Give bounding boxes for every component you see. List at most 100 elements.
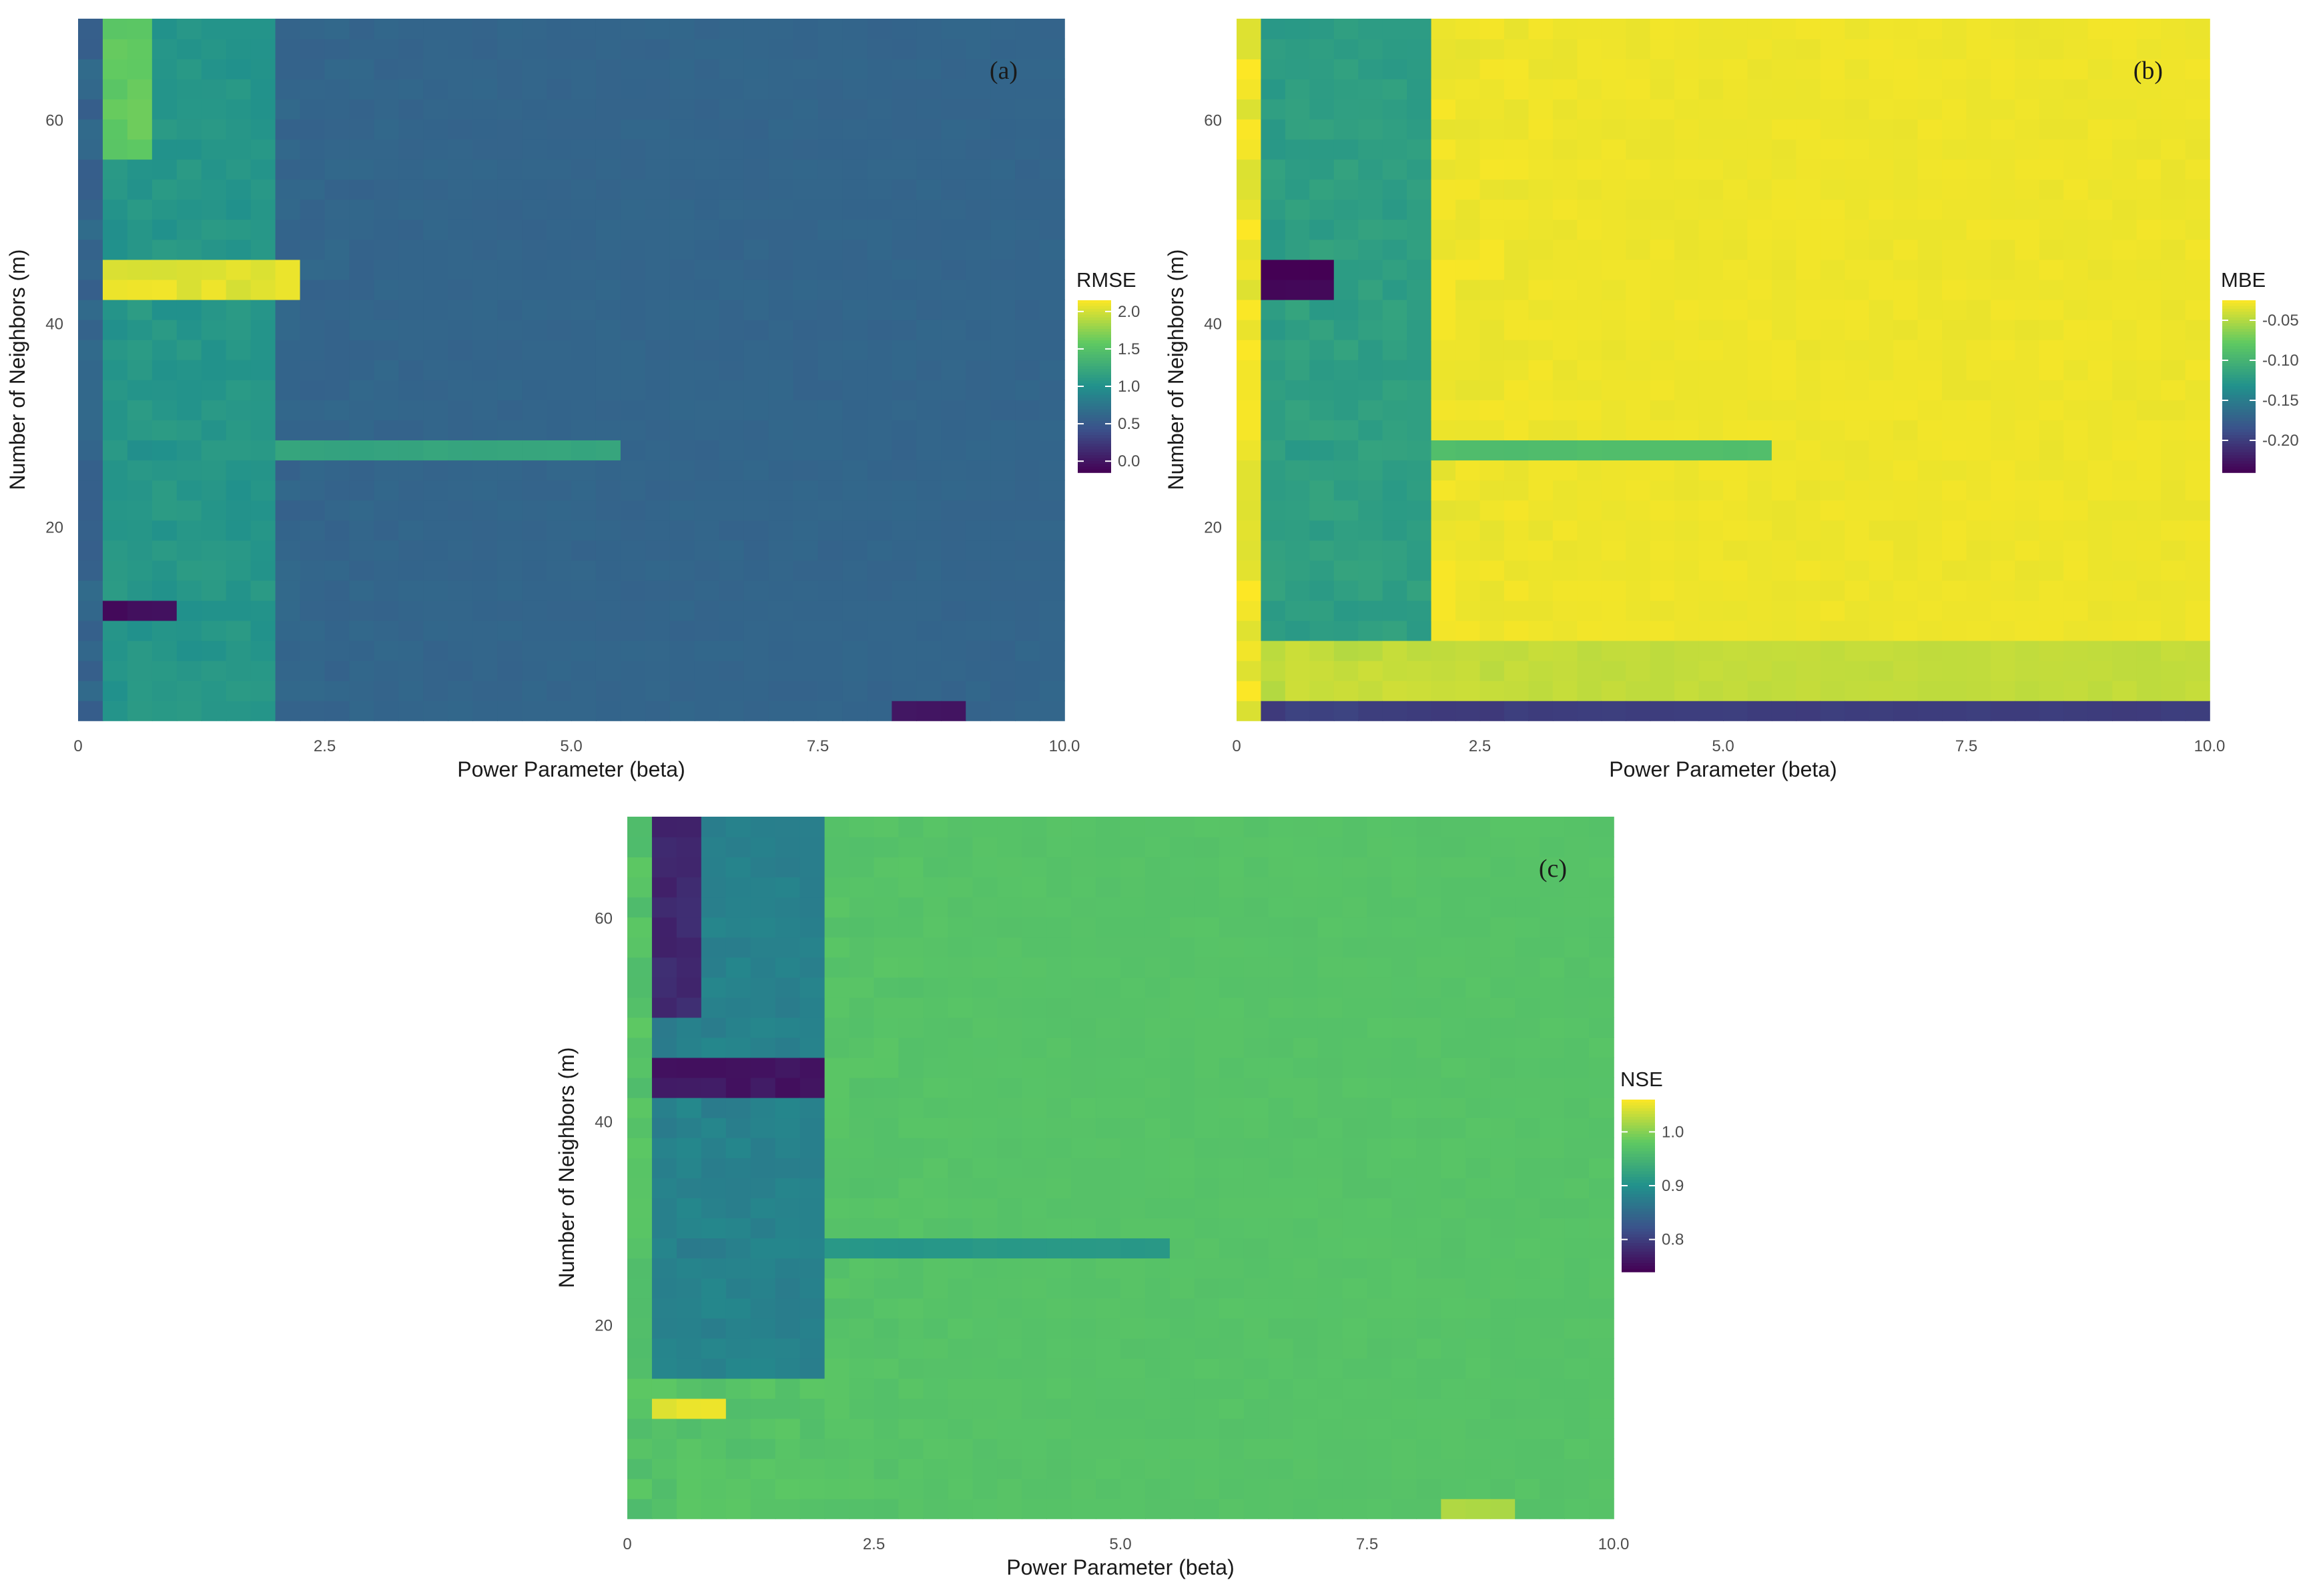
heatmap-cell [127,179,153,200]
heatmap-cell [1382,420,1407,440]
heatmap-cell [750,1358,776,1379]
heatmap-cell [1391,1418,1417,1439]
heatmap-cell [1333,580,1359,601]
heatmap-cell [701,817,727,837]
heatmap-cell [275,620,301,641]
heatmap-cell [719,199,745,220]
heatmap-cell [972,1258,998,1279]
colorbar-segment [2222,469,2256,473]
heatmap-cell [948,1077,974,1098]
heatmap-cell [1564,837,1590,857]
heatmap-cell [2161,339,2186,360]
colorbar-segment [1622,1231,1655,1235]
heatmap-cell [571,520,597,541]
heatmap-cell [1515,1378,1540,1399]
heatmap-cell [324,159,350,180]
heatmap-cell [1698,239,1724,260]
colorbar-segment [1078,392,1111,396]
heatmap-cell [448,239,473,260]
heatmap-cell [2185,139,2210,160]
heatmap-cell [1528,39,1554,59]
heatmap-cell [127,380,153,400]
heatmap-cell [472,560,498,581]
heatmap-cell [676,977,702,998]
heatmap-cell [2136,159,2162,180]
heatmap-cell [2161,59,2186,79]
heatmap-cell [694,700,720,721]
heatmap-cell [1577,680,1602,701]
heatmap-cell [1601,440,1626,461]
heatmap-cell [1528,139,1554,160]
heatmap-cell [1268,1318,1294,1339]
heatmap-cell [694,500,720,521]
heatmap-cell [1169,1178,1195,1198]
heatmap-cell [522,680,547,701]
heatmap-cell [1342,1057,1368,1078]
heatmap-cell [2087,239,2113,260]
heatmap-cell [1942,680,1967,701]
heatmap-cell [1391,1077,1417,1098]
heatmap-cell [423,259,449,280]
colorbar-segment [1622,1206,1655,1210]
heatmap-cell [151,420,178,440]
heatmap-cell [1040,680,1065,701]
heatmap-cell [966,700,991,721]
heatmap-cell [127,540,153,561]
heatmap-cell [1022,1298,1047,1319]
heatmap-cell [651,1358,677,1379]
heatmap-cell [1869,420,1894,440]
y-tick-label: 40 [1204,315,1222,333]
colorbar-segment [1078,449,1111,453]
heatmap-cell [725,1178,751,1198]
heatmap-cell [948,1238,974,1259]
heatmap-cell [1261,119,1286,140]
heatmap-cell [547,660,572,681]
heatmap-cell [849,897,875,918]
heatmap-cell [1358,640,1383,661]
heatmap-cell [1071,1198,1096,1218]
heatmap-cell [2039,440,2065,461]
heatmap-cell [2112,520,2137,541]
heatmap-cell [1382,39,1407,59]
heatmap-cell [1490,1278,1516,1299]
heatmap-cell [1367,1258,1393,1279]
heatmap-cell [948,1338,974,1359]
heatmap-cell [1317,1097,1343,1118]
heatmap-cell [571,119,597,140]
colorbar-segment [2222,398,2256,402]
heatmap-cell [1528,620,1554,641]
heatmap-cell [694,19,720,39]
heatmap-cell [1626,59,1651,79]
heatmap-cell [1268,1137,1294,1158]
heatmap-cell [1869,219,1894,240]
heatmap-cell [916,580,942,601]
heatmap-cell [2087,560,2113,581]
heatmap-cell [1120,1358,1146,1379]
heatmap-cell [2087,279,2113,300]
heatmap-cell [1367,1057,1393,1078]
colorbar-segment [2222,449,2256,453]
heatmap-cell [750,1178,776,1198]
heatmap-cell [78,580,103,601]
heatmap-cell [1465,1278,1491,1299]
heatmap-cell [793,680,819,701]
heatmap-cell [571,580,597,601]
heatmap-cell [201,520,227,541]
heatmap-cell [1990,500,2016,521]
heatmap-cell [1441,877,1467,898]
heatmap-cell [1407,279,1432,300]
heatmap-cell [374,520,400,541]
heatmap-cell [923,1037,949,1058]
heatmap-cell [620,279,646,300]
heatmap-cell [1796,99,1821,120]
heatmap-cell [127,319,153,340]
heatmap-cell [151,580,178,601]
heatmap-cell [1040,279,1065,300]
heatmap-cell [1040,700,1065,721]
heatmap-cell [226,179,252,200]
heatmap-cell [867,460,893,481]
heatmap-cell [1268,1258,1294,1279]
heatmap-cell [250,99,276,120]
heatmap-cell [743,540,769,561]
